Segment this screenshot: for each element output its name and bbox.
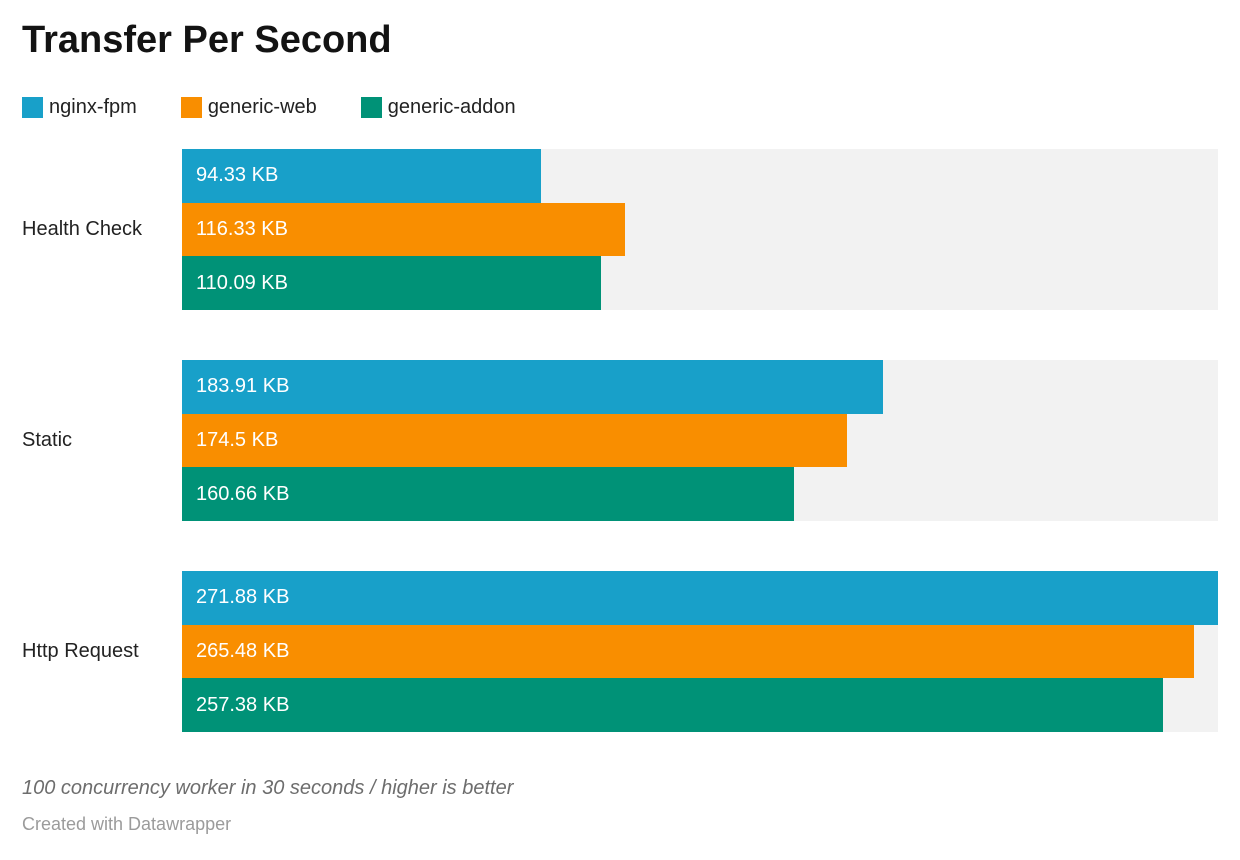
bar-nginx-fpm-http-request[interactable]: 271.88 KB xyxy=(182,571,1218,625)
category-group-http-request: Http Request 271.88 KB 265.48 KB 257.38 … xyxy=(22,571,1218,733)
bar-nginx-fpm-health-check[interactable]: 94.33 KB xyxy=(182,149,542,203)
bar-generic-addon-http-request[interactable]: 257.38 KB xyxy=(182,678,1163,733)
legend-item-generic-web: generic-web xyxy=(180,95,317,118)
bar-generic-web-health-check[interactable]: 116.33 KB xyxy=(182,202,626,257)
bar-nginx-fpm-static[interactable]: 183.91 KB xyxy=(182,360,883,414)
bar-value-label: 183.91 KB xyxy=(196,375,290,398)
bar-value-label: 265.48 KB xyxy=(196,640,290,662)
bar-value-label: 116.33 KB xyxy=(196,218,288,240)
bar-value-label: 174.5 KB xyxy=(196,429,279,451)
legend: nginx-fpm generic-web generic-addon xyxy=(22,95,1218,119)
bar-generic-addon-health-check[interactable]: 110.09 KB xyxy=(182,256,602,311)
category-group-static: Static 183.91 KB 174.5 KB 160.66 KB xyxy=(22,360,1218,522)
bar-value-label: 271.88 KB xyxy=(196,586,290,609)
bar-generic-web-static[interactable]: 174.5 KB xyxy=(182,413,847,468)
bar-value-label: 257.38 KB xyxy=(196,693,290,716)
legend-item-generic-addon: generic-addon xyxy=(360,95,516,118)
legend-swatch-icon xyxy=(360,96,382,118)
legend-swatch-icon xyxy=(22,96,43,118)
bar-value-label: 110.09 KB xyxy=(196,271,288,294)
legend-swatch-icon xyxy=(180,96,202,118)
datawrapper-credit-link[interactable]: Created with Datawrapper xyxy=(22,814,232,834)
bar-track: 271.88 KB 265.48 KB 257.38 KB xyxy=(182,571,1218,733)
legend-label: generic-addon xyxy=(387,95,516,118)
bar-chart: Health Check 94.33 KB 116.33 KB 110.09 K… xyxy=(22,149,1218,733)
category-label: Static xyxy=(22,429,73,451)
category-label: Http Request xyxy=(22,640,139,662)
bar-value-label: 94.33 KB xyxy=(196,164,279,187)
bar-generic-addon-static[interactable]: 160.66 KB xyxy=(182,467,795,522)
category-label: Health Check xyxy=(22,218,143,240)
category-group-health-check: Health Check 94.33 KB 116.33 KB 110.09 K… xyxy=(22,149,1218,311)
footnote: 100 concurrency worker in 30 seconds / h… xyxy=(22,777,514,799)
legend-label: nginx-fpm xyxy=(49,95,137,118)
legend-item-nginx-fpm: nginx-fpm xyxy=(22,95,137,118)
bar-track: 94.33 KB 116.33 KB 110.09 KB xyxy=(182,149,1218,311)
bar-generic-web-http-request[interactable]: 265.48 KB xyxy=(182,624,1194,679)
legend-label: generic-web xyxy=(207,95,317,118)
bar-track: 183.91 KB 174.5 KB 160.66 KB xyxy=(182,360,1218,522)
bar-value-label: 160.66 KB xyxy=(196,482,290,505)
page-title: Transfer Per Second xyxy=(22,19,392,61)
